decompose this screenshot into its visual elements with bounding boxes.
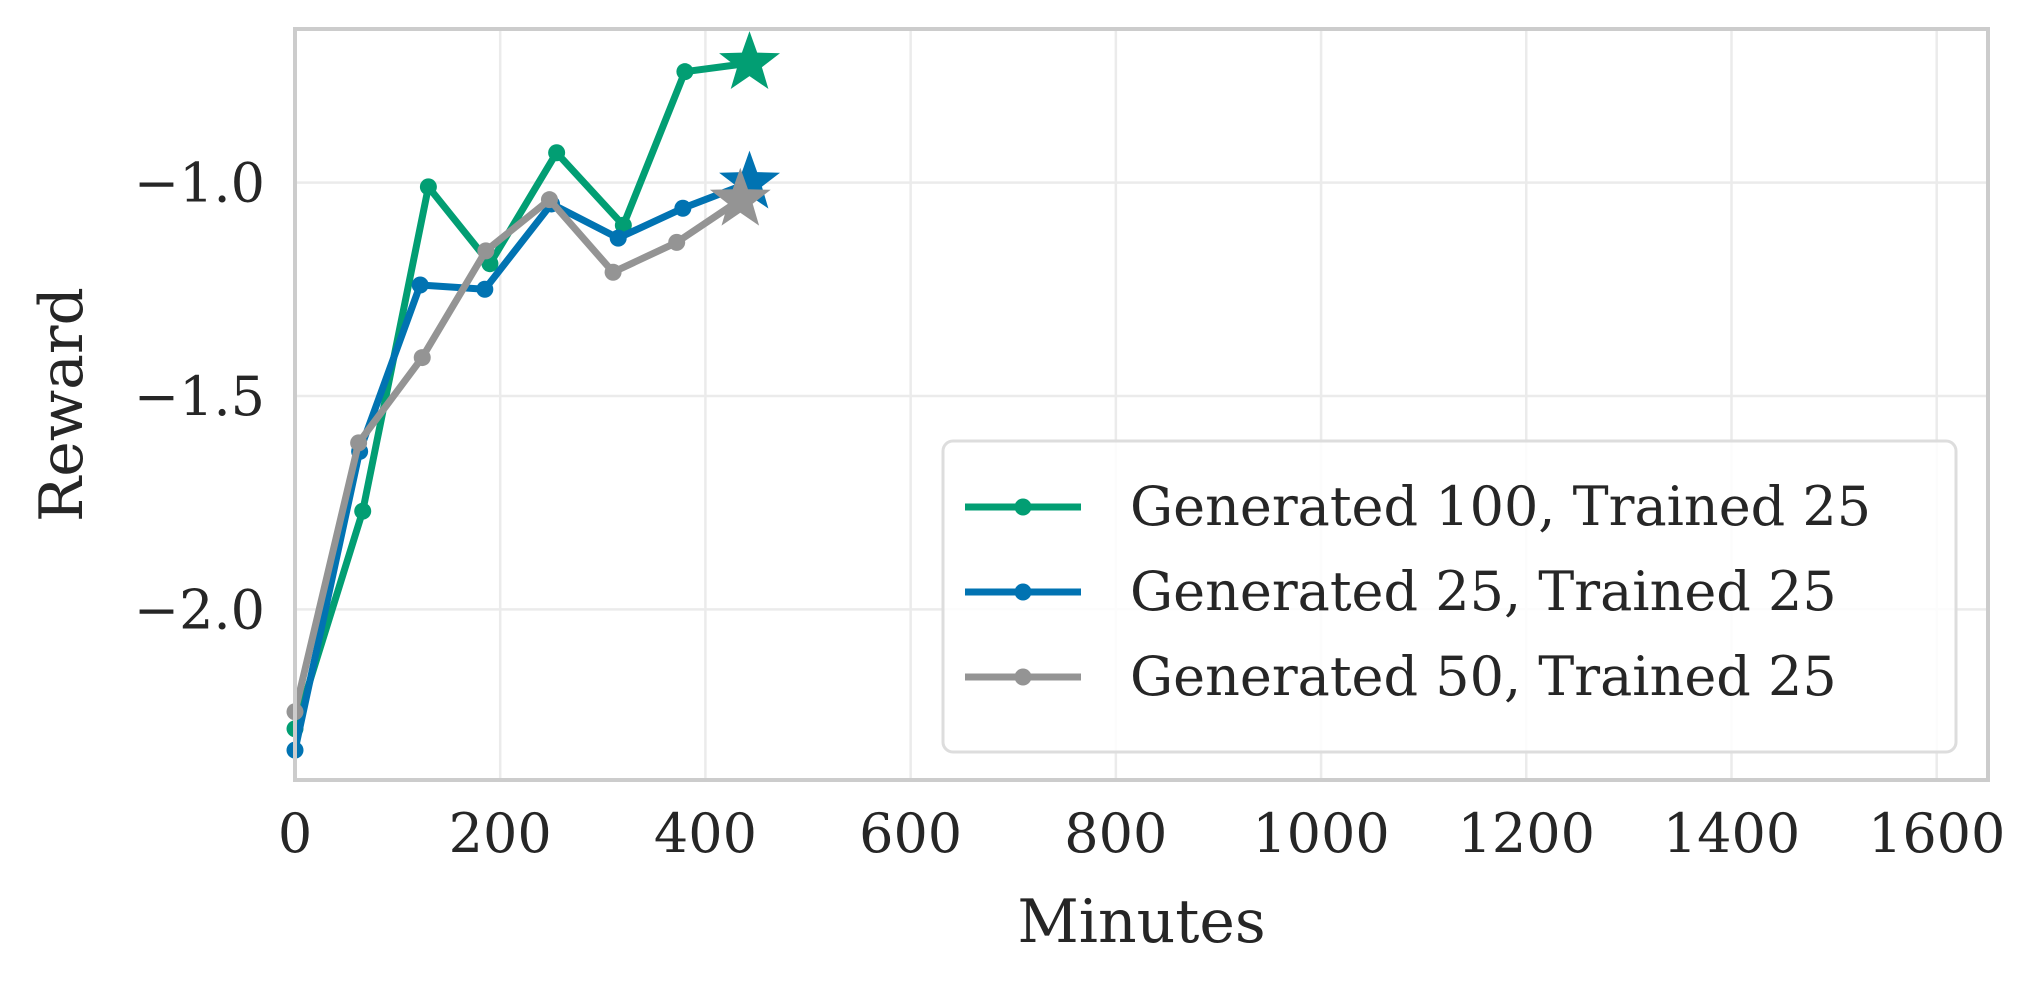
data-point — [481, 255, 499, 273]
data-point — [419, 178, 437, 196]
data-point — [604, 263, 622, 281]
x-axis: 0 200 400 600 800 1000 1200 1400 1600 — [278, 802, 2006, 865]
data-point — [350, 434, 368, 452]
series-line — [291, 196, 744, 716]
x-tick-label: 200 — [449, 802, 552, 865]
legend-item: Generated 100, Trained 25 — [965, 475, 1871, 538]
legend-label: Generated 100, Trained 25 — [1130, 475, 1871, 538]
y-axis-label: Reward — [27, 287, 97, 522]
legend-item: Generated 50, Trained 25 — [965, 645, 1837, 708]
series-layer — [286, 31, 780, 759]
legend-label: Generated 50, Trained 25 — [1130, 645, 1837, 708]
data-point — [668, 233, 686, 251]
x-tick-label: 600 — [859, 802, 962, 865]
x-tick-label: 1200 — [1458, 802, 1595, 865]
x-axis-label: Minutes — [1017, 887, 1265, 957]
y-axis: −2.0 −1.5 −1.0 — [134, 152, 265, 642]
x-tick-label: 800 — [1064, 802, 1167, 865]
legend-item: Generated 25, Trained 25 — [965, 560, 1837, 623]
series-line — [291, 59, 753, 733]
series-3 — [286, 167, 771, 721]
data-point — [674, 199, 692, 217]
x-tick-label: 1000 — [1252, 802, 1389, 865]
x-tick-label: 0 — [278, 802, 312, 865]
y-tick-label: −1.0 — [134, 152, 265, 215]
data-point — [548, 144, 566, 162]
data-point — [411, 276, 429, 294]
data-point — [609, 229, 627, 247]
data-point — [354, 502, 372, 520]
final-point-star — [719, 31, 780, 90]
data-point — [614, 216, 632, 234]
legend-marker — [1014, 498, 1032, 516]
x-tick-label: 1400 — [1663, 802, 1800, 865]
plot-frame — [293, 27, 1990, 782]
legend-marker — [1014, 668, 1032, 686]
y-tick-label: −2.0 — [134, 578, 265, 641]
data-point — [476, 280, 494, 298]
series-line — [291, 179, 753, 754]
legend-marker — [1014, 583, 1032, 601]
data-point — [477, 242, 495, 260]
legend-box — [941, 439, 1958, 754]
data-point — [413, 349, 431, 367]
final-point-star — [719, 150, 780, 209]
x-tick-label: 1600 — [1868, 802, 2005, 865]
x-tick-label: 400 — [654, 802, 757, 865]
legend-label: Generated 25, Trained 25 — [1130, 560, 1837, 623]
data-point — [676, 63, 694, 81]
legend: Generated 100, Trained 25 Generated 25, T… — [941, 439, 1958, 754]
y-tick-label: −1.5 — [134, 365, 265, 428]
data-point — [540, 191, 558, 209]
final-point-star — [709, 167, 771, 226]
